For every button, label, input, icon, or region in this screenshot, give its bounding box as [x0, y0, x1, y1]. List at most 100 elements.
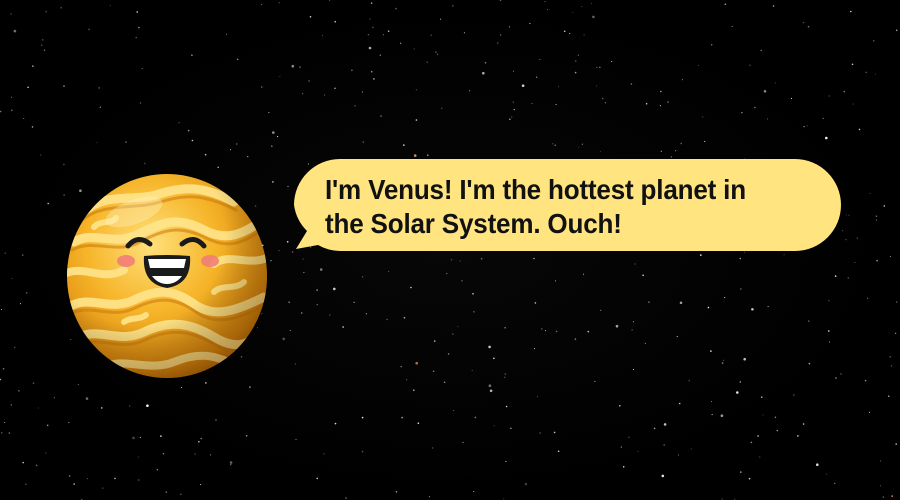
star: [783, 254, 785, 256]
star: [386, 318, 388, 320]
star: [46, 424, 49, 427]
star: [555, 330, 558, 333]
star: [748, 477, 751, 480]
star: [711, 44, 713, 46]
star: [604, 102, 606, 104]
star: [531, 102, 533, 104]
star: [8, 432, 11, 434]
star: [165, 491, 168, 494]
star: [513, 109, 515, 111]
star: [0, 308, 3, 310]
star: [225, 33, 228, 35]
star: [632, 321, 634, 323]
star: [808, 320, 810, 322]
star: [68, 475, 71, 477]
star: [822, 117, 824, 119]
star: [850, 10, 852, 13]
star: [895, 29, 898, 32]
star: [578, 146, 580, 148]
star: [828, 330, 830, 332]
star: [10, 13, 12, 15]
star: [372, 26, 374, 29]
star: [351, 69, 353, 72]
star: [497, 42, 499, 44]
star: [334, 422, 337, 425]
star: [254, 205, 257, 207]
star: [395, 7, 397, 10]
star: [204, 153, 207, 156]
star: [628, 436, 630, 439]
star: [137, 479, 140, 481]
star: [129, 405, 131, 407]
star: [461, 280, 463, 282]
star: [180, 387, 183, 389]
star: [387, 30, 390, 32]
star: [309, 15, 312, 18]
star: [245, 435, 248, 437]
speech-bubble-text: I'm Venus! I'm the hottest planet in the…: [325, 174, 746, 239]
star: [135, 36, 137, 39]
star: [503, 498, 505, 500]
star: [797, 435, 799, 437]
star: [741, 112, 743, 114]
star: [840, 373, 842, 375]
star: [230, 464, 232, 466]
star: [138, 26, 140, 29]
star: [368, 46, 372, 50]
star: [762, 414, 764, 416]
star: [215, 419, 217, 421]
star: [680, 142, 682, 145]
star: [353, 301, 355, 303]
star: [554, 144, 556, 147]
star: [803, 126, 805, 128]
star: [834, 275, 837, 277]
star: [546, 9, 549, 11]
star: [828, 300, 830, 302]
star: [261, 4, 263, 6]
star: [342, 326, 344, 328]
star: [323, 453, 325, 455]
star: [370, 70, 373, 73]
star: [271, 145, 273, 147]
star: [13, 29, 17, 33]
star: [287, 185, 289, 187]
star: [146, 404, 149, 408]
star: [895, 332, 897, 334]
star: [413, 48, 415, 50]
star: [459, 260, 461, 262]
star: [488, 384, 492, 388]
star: [229, 149, 232, 151]
star: [43, 49, 46, 51]
star: [704, 140, 706, 142]
star: [739, 257, 742, 260]
star: [433, 340, 436, 342]
star: [667, 101, 669, 103]
star: [631, 329, 633, 331]
star: [382, 34, 384, 36]
star: [415, 89, 417, 91]
star: [431, 447, 434, 449]
star: [302, 258, 304, 260]
star: [443, 381, 446, 384]
star: [575, 60, 577, 62]
star: [295, 438, 297, 440]
star: [632, 368, 634, 371]
star: [354, 105, 356, 107]
star: [856, 237, 859, 239]
star: [873, 40, 875, 42]
star: [23, 117, 25, 120]
star: [329, 0, 331, 1]
star: [345, 497, 347, 499]
star: [286, 241, 289, 243]
star: [734, 498, 736, 500]
star: [875, 215, 878, 217]
star: [401, 416, 403, 419]
star: [731, 25, 733, 27]
star: [469, 90, 471, 92]
star: [663, 444, 665, 446]
star: [826, 473, 828, 475]
star: [141, 67, 143, 70]
star: [759, 456, 761, 458]
star: [45, 10, 47, 13]
star: [750, 441, 753, 444]
